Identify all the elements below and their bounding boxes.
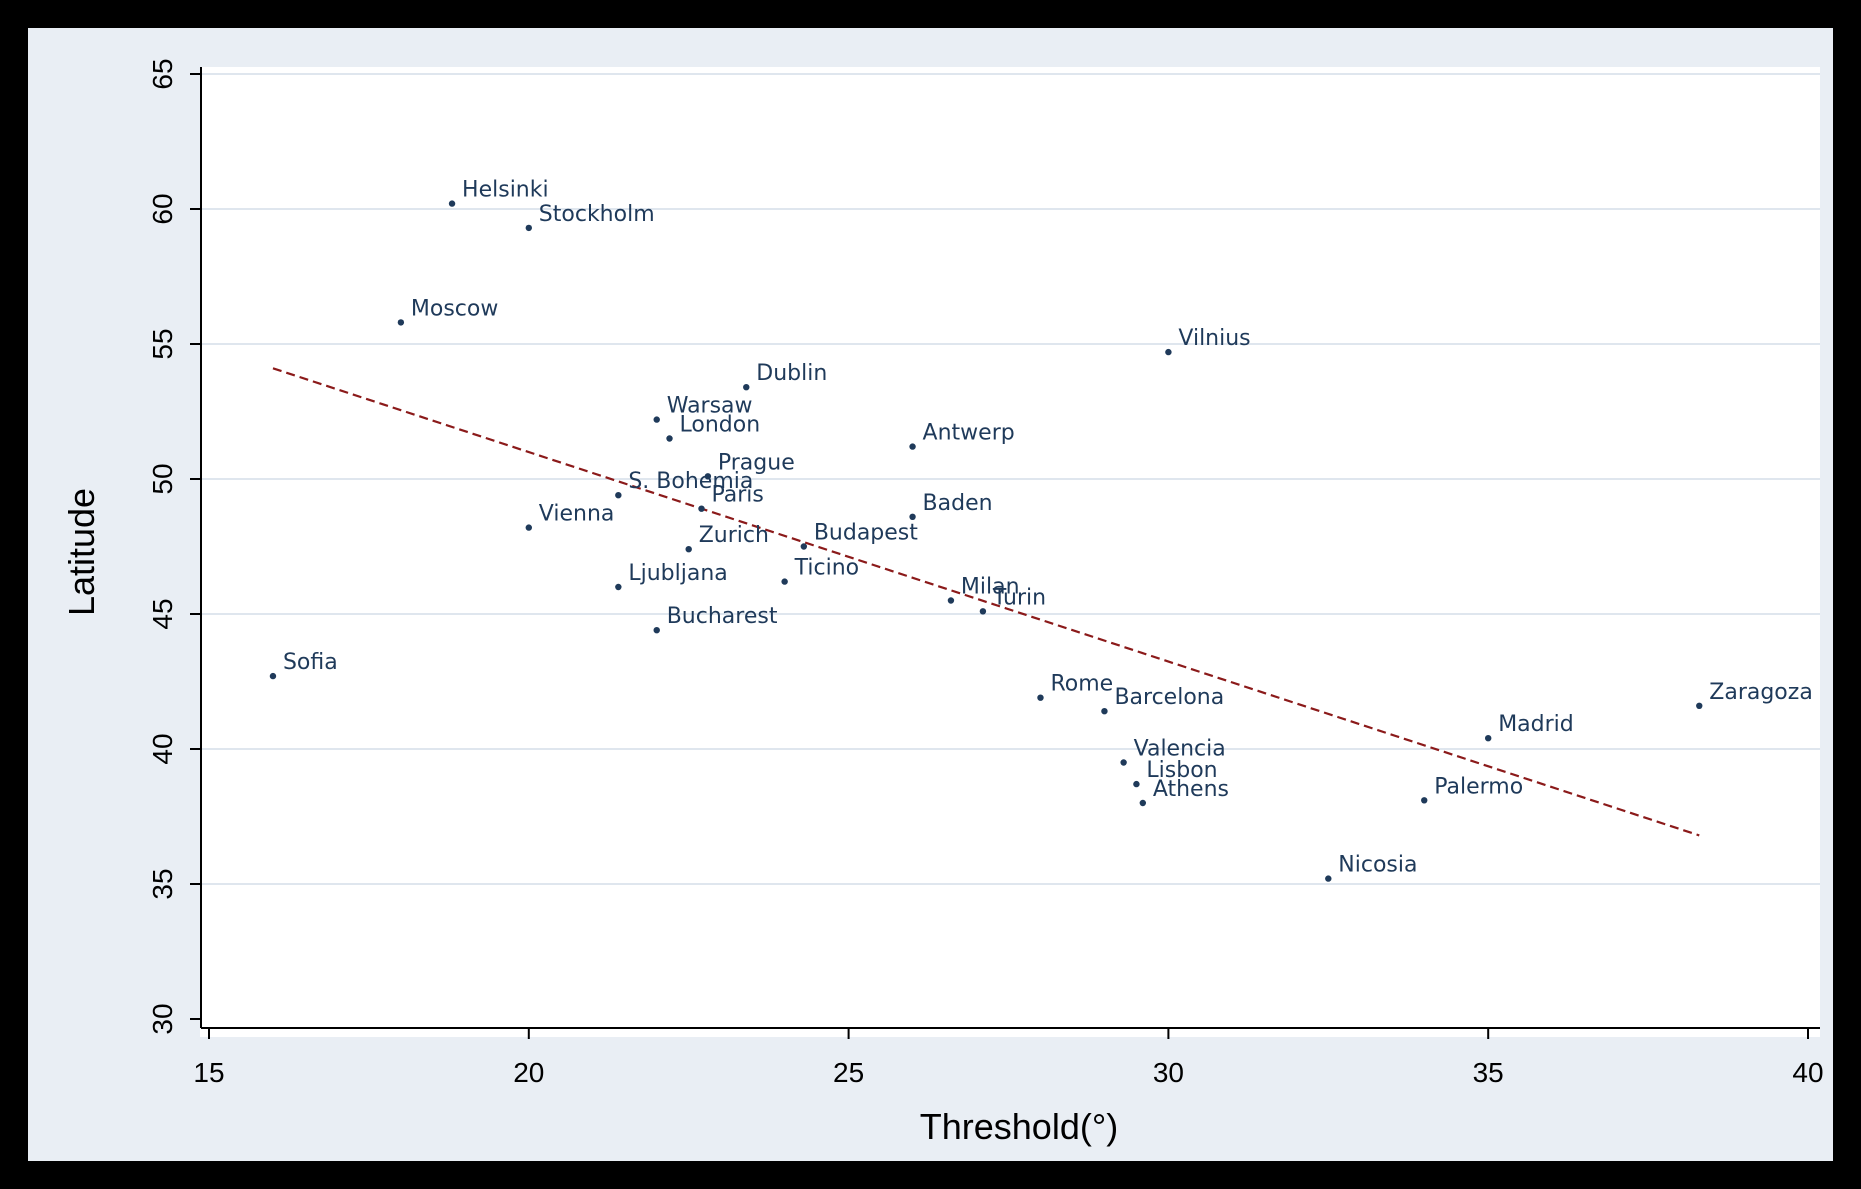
point-label-helsinki: Helsinki — [462, 178, 549, 203]
fit-line — [272, 367, 1700, 837]
point-palermo — [1421, 797, 1428, 804]
point-label-turin: Turin — [992, 585, 1046, 610]
point-label-palermo: Palermo — [1434, 774, 1523, 799]
point-label-paris: Paris — [711, 483, 763, 508]
x-tick-label-15: 15 — [193, 1057, 224, 1088]
point-london — [666, 435, 673, 442]
y-tick-label-40: 40 — [147, 733, 178, 764]
y-axis-title: Latitude — [61, 488, 102, 616]
point-vienna — [525, 524, 532, 531]
x-tick-label-30: 30 — [1153, 1057, 1184, 1088]
point-moscow — [397, 319, 405, 326]
point-bucharest — [653, 627, 660, 634]
point-label-milan: Milan — [961, 575, 1020, 600]
point-label-madrid: Madrid — [1498, 712, 1574, 737]
point-label-rome: Rome — [1050, 672, 1113, 697]
x-tick-label-35: 35 — [1473, 1057, 1504, 1088]
point-helsinki — [448, 200, 456, 207]
y-tick-label-35: 35 — [147, 868, 178, 899]
y-tick-label-50: 50 — [147, 463, 178, 494]
y-tick-label-30: 30 — [147, 1003, 178, 1034]
point-paris — [698, 505, 705, 512]
point-label-barcelona: Barcelona — [1114, 685, 1224, 710]
point-label-zurich: Zurich — [699, 523, 769, 548]
point-valencia — [1120, 759, 1127, 766]
point-label-ljubljana: Ljubljana — [628, 561, 727, 586]
point-label-bucharest: Bucharest — [667, 604, 778, 629]
point-label-athens: Athens — [1153, 777, 1229, 802]
point-label-sofia: Sofia — [283, 650, 338, 675]
plot-area — [200, 67, 1820, 1037]
point-zurich — [685, 546, 692, 553]
x-axis-title: Threshold(°) — [920, 1106, 1118, 1147]
point-ticino — [781, 578, 788, 585]
point-label-valencia: Valencia — [1134, 737, 1226, 762]
point-dublin — [743, 384, 750, 391]
point-baden — [909, 513, 916, 520]
point-stockholm — [525, 224, 532, 232]
point-label-moscow: Moscow — [411, 296, 498, 321]
point-lisbon — [1133, 780, 1140, 788]
y-tick-label-60: 60 — [147, 193, 178, 224]
point-label-antwerp: Antwerp — [923, 421, 1015, 446]
point-label-lisbon: Lisbon — [1146, 758, 1217, 783]
point-label-london: London — [680, 413, 761, 438]
point-budapest — [800, 543, 808, 550]
fit-line-group — [272, 367, 1700, 837]
point-nicosia — [1325, 875, 1332, 882]
point-warsaw — [653, 416, 660, 423]
point-rome — [1037, 694, 1044, 701]
y-tick-label-45: 45 — [147, 598, 178, 629]
point-label-dublin: Dublin — [756, 361, 827, 386]
x-tick-label-20: 20 — [513, 1057, 544, 1088]
point-label-nicosia: Nicosia — [1338, 853, 1417, 878]
point-vilnius — [1165, 348, 1172, 356]
axes — [200, 67, 1820, 1029]
point-zaragoza — [1696, 702, 1703, 709]
point-label-ticino: Ticino — [794, 556, 860, 581]
point-ljubljana — [615, 583, 622, 591]
x-tick-label-25: 25 — [833, 1057, 864, 1088]
point-label-baden: Baden — [923, 491, 993, 516]
point-label-stockholm: Stockholm — [539, 202, 655, 227]
point-antwerp — [909, 443, 916, 450]
x-tick-label-40: 40 — [1792, 1057, 1823, 1088]
point-label-zaragoza: Zaragoza — [1709, 680, 1813, 705]
y-tick-label-65: 65 — [147, 58, 178, 89]
point-label-vilnius: Vilnius — [1178, 326, 1250, 351]
grid-lines — [201, 73, 1820, 885]
point-madrid — [1485, 735, 1492, 742]
point-label-vienna: Vienna — [539, 502, 615, 527]
point-label-s-bohemia: S. Bohemia — [628, 469, 753, 494]
point-athens — [1139, 799, 1147, 807]
point-label-budapest: Budapest — [814, 521, 918, 546]
point-prague — [704, 473, 712, 480]
point-label-prague: Prague — [718, 450, 795, 475]
point-barcelona — [1101, 708, 1108, 715]
chart-frame: Helsinki Stockholm Moscow Vilnius Dublin Wars… — [12, 12, 1849, 1177]
point-turin — [979, 608, 987, 615]
point-label-warsaw: Warsaw — [667, 394, 753, 419]
point-sofia — [269, 672, 277, 680]
point-milan — [947, 597, 955, 604]
y-tick-label-55: 55 — [147, 328, 178, 359]
axis-ticks: 30 35 40 45 50 55 60 65 15 20 25 30 35 40 — [147, 58, 1824, 1088]
point-s-bohemia — [615, 492, 622, 499]
